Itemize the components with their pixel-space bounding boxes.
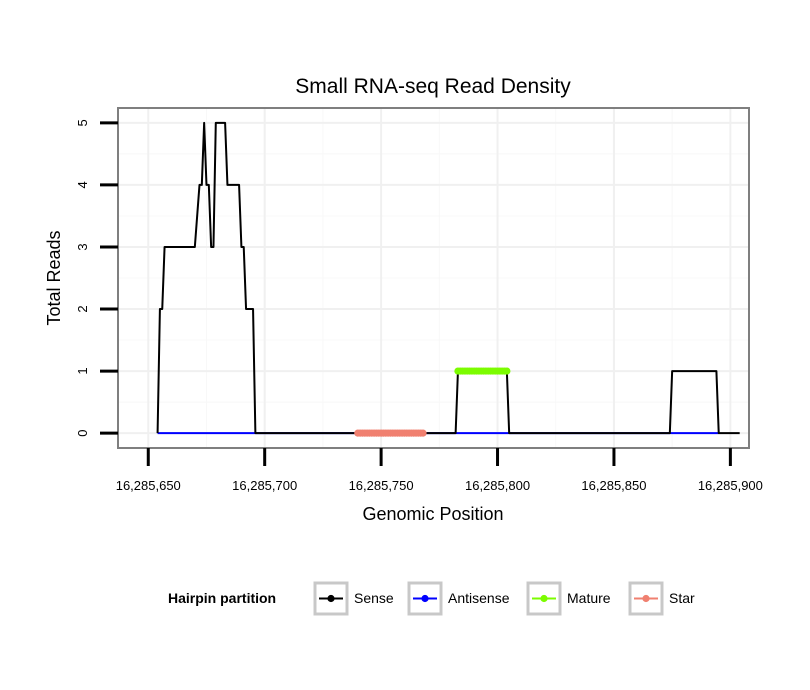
y-tick-label: 1 [75, 367, 90, 374]
y-tick-label: 0 [75, 429, 90, 436]
legend-label-mature: Mature [567, 590, 611, 606]
x-axis: 16,285,650 16,285,700 16,285,750 16,285,800… [116, 448, 763, 493]
series-line-sense [156, 121, 740, 435]
legend-point-sense [327, 594, 335, 603]
legend-label-antisense: Antisense [448, 590, 510, 606]
legend-point-mature [540, 594, 548, 603]
series-layer [156, 121, 740, 437]
legend-label-star: Star [669, 590, 695, 606]
series-point-star [419, 429, 427, 437]
x-tick-label: 16,285,850 [581, 478, 646, 493]
series-point-mature [503, 367, 511, 375]
x-tick-label: 16,285,900 [698, 478, 763, 493]
legend-label-sense: Sense [354, 590, 394, 606]
x-tick-label: 16,285,800 [465, 478, 530, 493]
plot-panel-border [117, 107, 750, 449]
chart-title: Small RNA-seq Read Density [295, 75, 571, 98]
legend-point-star [642, 594, 650, 603]
y-tick-label: 5 [75, 119, 90, 126]
x-tick-label: 16,285,650 [116, 478, 181, 493]
y-tick-label: 2 [75, 305, 90, 312]
x-tick-label: 16,285,700 [232, 478, 297, 493]
x-tick-label: 16,285,750 [349, 478, 414, 493]
grid [118, 108, 749, 448]
y-axis: 0 1 2 3 4 5 [75, 119, 118, 437]
x-axis-title: Genomic Position [362, 504, 503, 524]
y-axis-title: Total Reads [44, 230, 64, 325]
legend-point-antisense [421, 594, 429, 603]
y-tick-label: 3 [75, 243, 90, 250]
legend: Hairpin partition Sense Antisense Mature St… [168, 581, 695, 616]
y-tick-label: 4 [75, 181, 90, 188]
legend-title: Hairpin partition [168, 590, 276, 606]
